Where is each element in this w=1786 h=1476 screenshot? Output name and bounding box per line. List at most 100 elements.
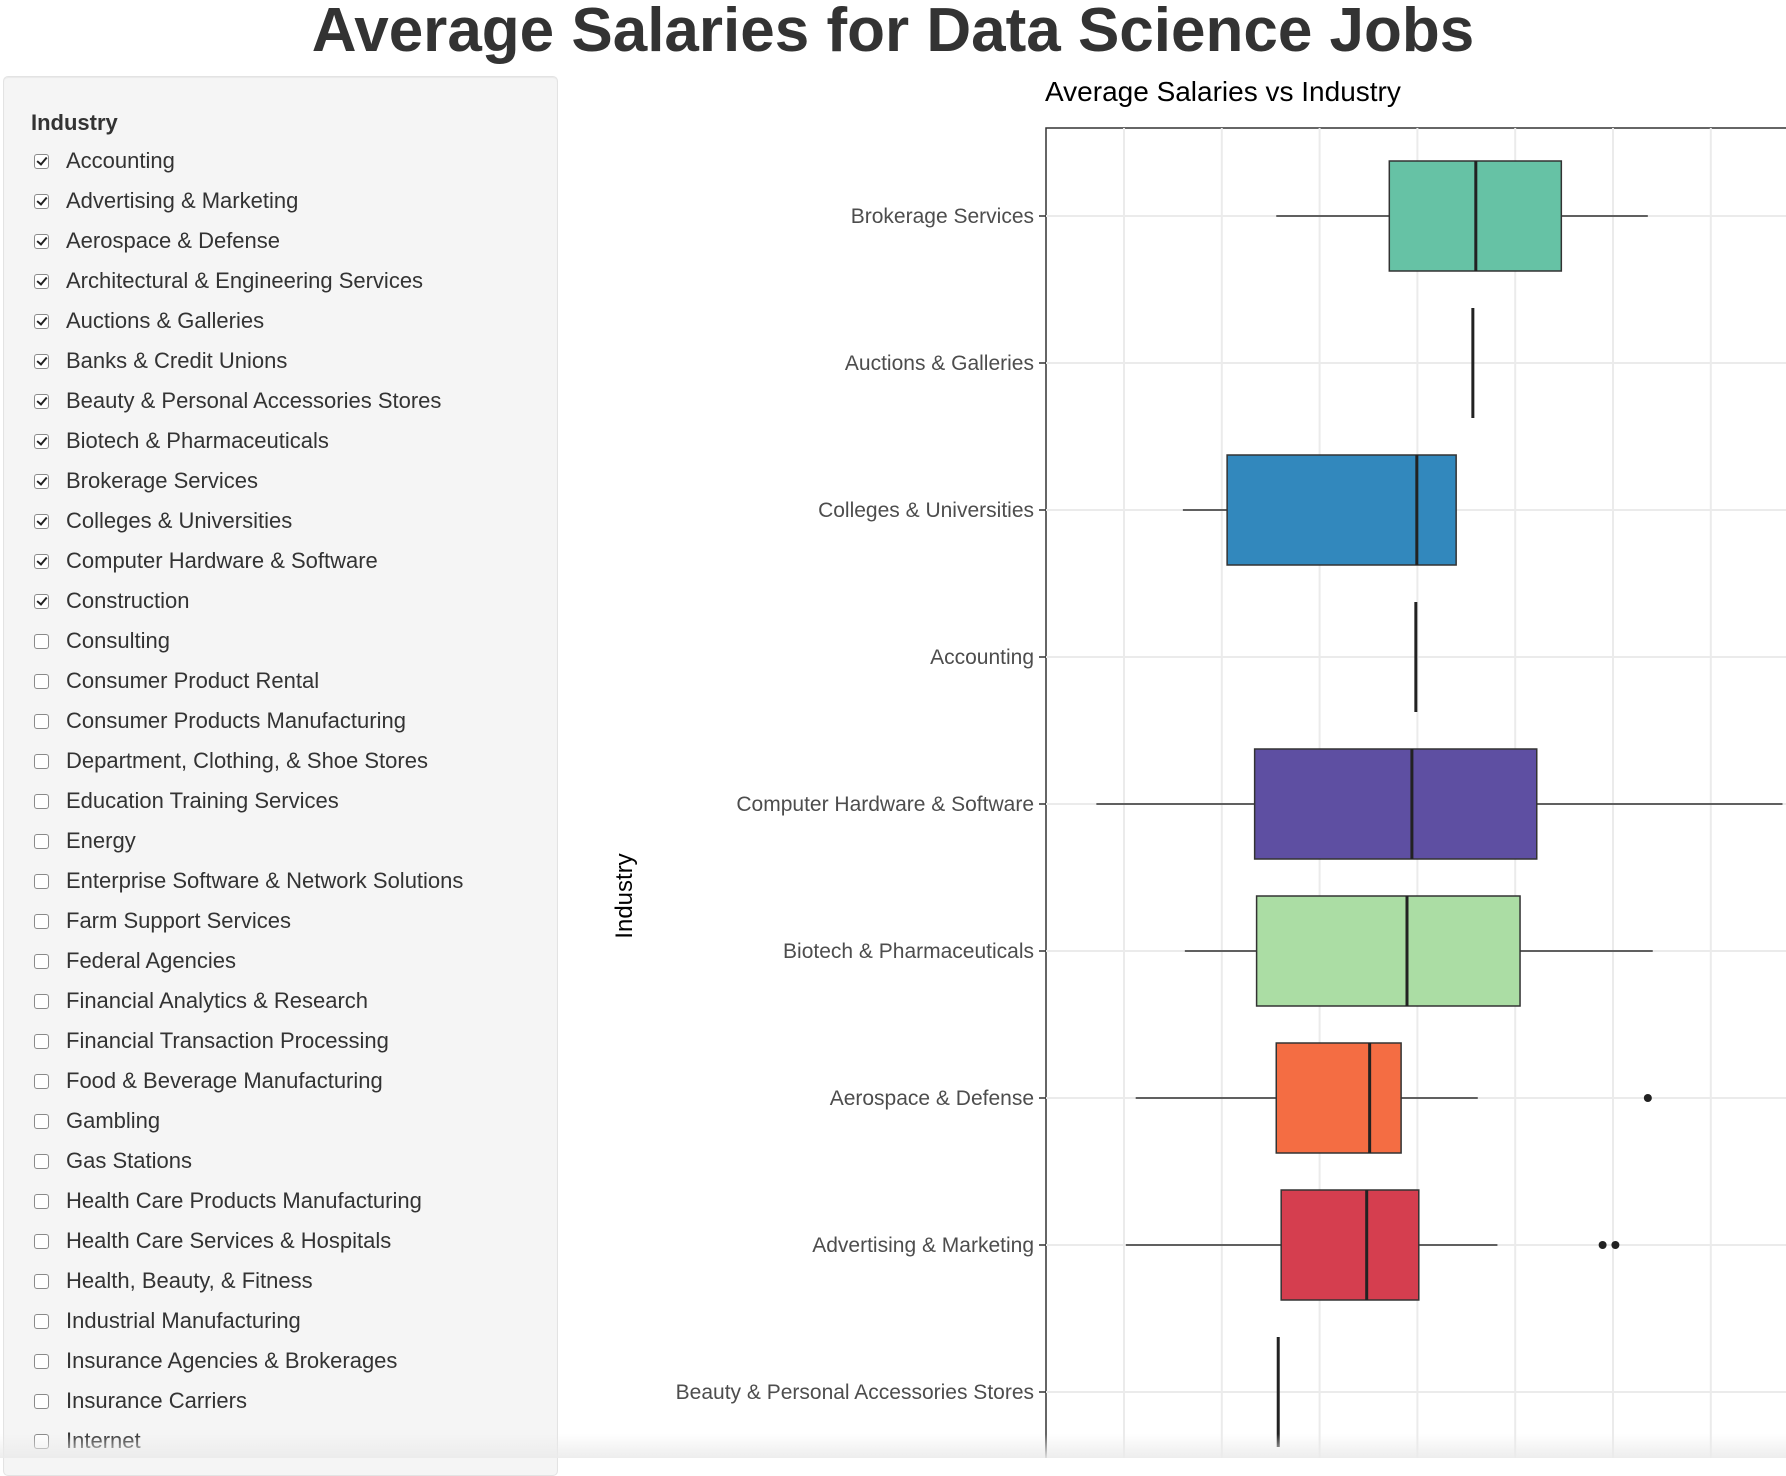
industry-checkbox-item[interactable]: Financial Transaction Processing (34, 1026, 389, 1056)
industry-checkbox-label: Education Training Services (66, 788, 339, 813)
industry-checkbox-item[interactable]: Energy (34, 826, 136, 856)
industry-checkbox-label: Farm Support Services (66, 908, 291, 933)
industry-checkbox-item[interactable]: Industrial Manufacturing (34, 1306, 301, 1336)
industry-checkbox-item[interactable]: Architectural & Engineering Services (34, 266, 423, 296)
industry-checkbox-item[interactable]: Health Care Services & Hospitals (34, 1226, 391, 1256)
y-axis-tick-label: Biotech & Pharmaceuticals (783, 940, 1034, 963)
industry-checkbox-label: Enterprise Software & Network Solutions (66, 868, 464, 893)
industry-checkbox-item[interactable]: Health, Beauty, & Fitness (34, 1266, 313, 1296)
checkbox-unchecked-icon[interactable] (34, 993, 49, 1009)
filter-sidebar (3, 76, 558, 1476)
industry-checkbox-item[interactable]: Biotech & Pharmaceuticals (34, 426, 329, 456)
industry-checkbox-label: Industrial Manufacturing (66, 1308, 301, 1333)
industry-checkbox-label: Banks & Credit Unions (66, 348, 288, 373)
industry-checkbox-item[interactable]: Advertising & Marketing (34, 186, 298, 216)
industry-checkbox-label: Department, Clothing, & Shoe Stores (66, 748, 428, 773)
checkbox-unchecked-icon[interactable] (34, 1113, 49, 1129)
checkbox-unchecked-icon[interactable] (34, 1033, 49, 1049)
industry-checkbox-item[interactable]: Aerospace & Defense (34, 226, 280, 256)
industry-checkbox-item[interactable]: Insurance Carriers (34, 1386, 247, 1416)
industry-checkbox-label: Construction (66, 588, 190, 613)
checkbox-unchecked-icon[interactable] (34, 913, 49, 929)
checkbox-checked-icon[interactable] (34, 153, 49, 169)
industry-checkbox-label: Food & Beverage Manufacturing (66, 1068, 383, 1093)
industry-checkbox-label: Accounting (66, 148, 175, 173)
checkbox-unchecked-icon[interactable] (34, 1353, 49, 1369)
industry-checkbox-label: Gambling (66, 1108, 161, 1133)
industry-checkbox-item[interactable]: Internet (34, 1426, 141, 1456)
checkbox-checked-icon[interactable] (34, 273, 49, 289)
industry-checkbox-item[interactable]: Accounting (34, 146, 175, 176)
industry-checkbox-item[interactable]: Enterprise Software & Network Solutions (34, 866, 463, 896)
industry-checkbox-label: Energy (66, 828, 136, 853)
industry-checkbox-label: Insurance Agencies & Brokerages (66, 1348, 398, 1373)
checkbox-unchecked-icon[interactable] (34, 1233, 49, 1249)
plot-panel: Brokerage Services Auctions & Galleries Co… (676, 127, 1786, 1469)
y-axis-tick-label: Advertising & Marketing (812, 1234, 1034, 1257)
industry-checkbox-item[interactable]: Computer Hardware & Software (34, 546, 378, 576)
industry-checkbox-item[interactable]: Consumer Products Manufacturing (34, 706, 406, 736)
industry-checkbox-item[interactable]: Farm Support Services (34, 906, 291, 936)
checkbox-unchecked-icon[interactable] (34, 1273, 49, 1289)
checkbox-checked-icon[interactable] (34, 313, 49, 329)
checkbox-unchecked-icon[interactable] (34, 1433, 49, 1449)
industry-checkbox-item[interactable]: Brokerage Services (34, 466, 258, 496)
industry-checkbox-item[interactable]: Food & Beverage Manufacturing (34, 1066, 383, 1096)
checkbox-unchecked-icon[interactable] (34, 1073, 49, 1089)
checkbox-unchecked-icon[interactable] (34, 753, 49, 769)
industry-checkbox-item[interactable]: Construction (34, 586, 190, 616)
checkbox-unchecked-icon[interactable] (34, 673, 49, 689)
checkbox-unchecked-icon[interactable] (34, 633, 49, 649)
checkbox-unchecked-icon[interactable] (34, 713, 49, 729)
industry-checkbox-label: Internet (66, 1428, 141, 1453)
industry-checkbox-label: Health, Beauty, & Fitness (66, 1268, 313, 1293)
checkbox-checked-icon[interactable] (34, 393, 49, 409)
industry-checkbox-item[interactable]: Banks & Credit Unions (34, 346, 287, 376)
checkbox-checked-icon[interactable] (34, 593, 49, 609)
checkbox-checked-icon[interactable] (34, 233, 49, 249)
industry-checkbox-label: Financial Analytics & Research (66, 988, 369, 1013)
industry-checkbox-item[interactable]: Department, Clothing, & Shoe Stores (34, 746, 428, 776)
industry-checkbox-item[interactable]: Beauty & Personal Accessories Stores (34, 386, 441, 416)
checkbox-checked-icon[interactable] (34, 433, 49, 449)
industry-checkbox-label: Insurance Carriers (66, 1388, 247, 1413)
checkbox-unchecked-icon[interactable] (34, 953, 49, 969)
industry-checkbox-item[interactable]: Consumer Product Rental (34, 666, 319, 696)
industry-checkbox-label: Aerospace & Defense (66, 228, 281, 253)
checkbox-unchecked-icon[interactable] (34, 1153, 49, 1169)
industry-checkbox-item[interactable]: Colleges & Universities (34, 506, 292, 536)
checkbox-unchecked-icon[interactable] (34, 1393, 49, 1409)
checkbox-unchecked-icon[interactable] (34, 873, 49, 889)
checkbox-checked-icon[interactable] (34, 193, 49, 209)
industry-checkbox-item[interactable]: Health Care Products Manufacturing (34, 1186, 422, 1216)
industry-checkbox-label: Financial Transaction Processing (66, 1028, 389, 1053)
industry-checkbox-item[interactable]: Auctions & Galleries (34, 306, 264, 336)
industry-checkbox-label: Advertising & Marketing (66, 188, 299, 213)
box (1275, 1042, 1402, 1154)
chart-area: Average Salaries vs Industry Industry Br… (560, 76, 1786, 1469)
industry-checkbox-label: Federal Agencies (66, 948, 236, 973)
y-axis-tick-label: Computer Hardware & Software (736, 793, 1034, 816)
industry-checkbox-item[interactable]: Consulting (34, 626, 170, 656)
industry-checkbox-label: Brokerage Services (66, 468, 258, 493)
checkbox-checked-icon[interactable] (34, 553, 49, 569)
checkbox-unchecked-icon[interactable] (34, 1313, 49, 1329)
industry-checkbox-item[interactable]: Insurance Agencies & Brokerages (34, 1346, 397, 1376)
checkbox-unchecked-icon[interactable] (34, 1193, 49, 1209)
industry-checkbox-item[interactable]: Federal Agencies (34, 946, 236, 976)
box (1280, 1189, 1420, 1301)
y-axis-tick-label: Accounting (930, 646, 1034, 669)
y-axis-tick-label: Auctions & Galleries (845, 352, 1034, 375)
industry-checkbox-label: Health Care Services & Hospitals (66, 1228, 392, 1253)
industry-checkbox-item[interactable]: Education Training Services (34, 786, 339, 816)
industry-checkbox-item[interactable]: Gambling (34, 1106, 160, 1136)
industry-checkbox-label: Health Care Products Manufacturing (66, 1188, 422, 1213)
industry-checkbox-item[interactable]: Gas Stations (34, 1146, 192, 1176)
checkbox-checked-icon[interactable] (34, 473, 49, 489)
industry-checkbox-item[interactable]: Financial Analytics & Research (34, 986, 368, 1016)
industry-checkbox-label: Biotech & Pharmaceuticals (66, 428, 329, 453)
checkbox-checked-icon[interactable] (34, 513, 49, 529)
checkbox-unchecked-icon[interactable] (34, 833, 49, 849)
checkbox-checked-icon[interactable] (34, 353, 49, 369)
checkbox-unchecked-icon[interactable] (34, 793, 49, 809)
